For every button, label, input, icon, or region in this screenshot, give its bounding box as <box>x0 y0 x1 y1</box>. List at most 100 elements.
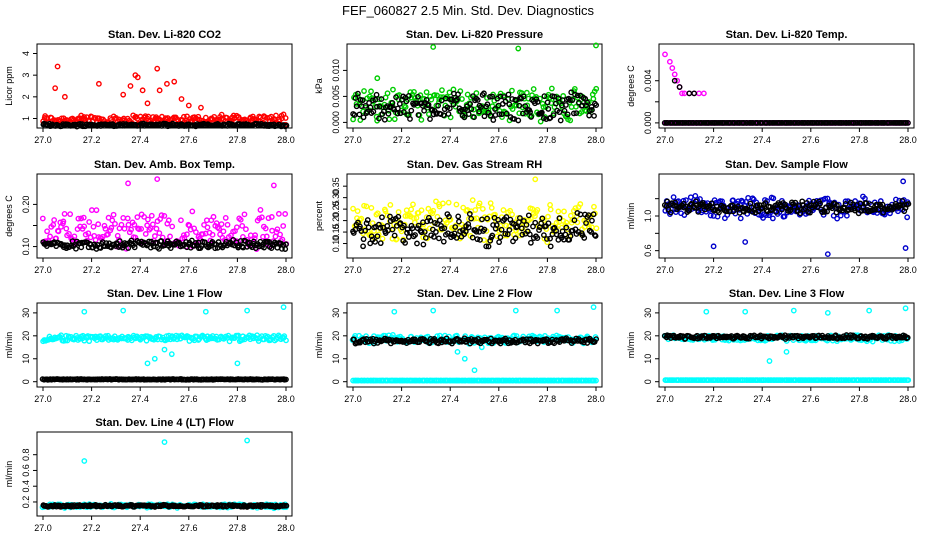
data-point <box>412 232 418 238</box>
data-point <box>843 119 850 126</box>
data-point <box>766 358 773 364</box>
series-2 <box>662 377 912 383</box>
data-point <box>716 209 722 216</box>
data-point <box>547 243 554 250</box>
data-point <box>415 222 422 229</box>
data-point <box>465 224 472 231</box>
y-tick-label: 0.10 <box>331 235 341 253</box>
data-point <box>540 104 547 110</box>
data-point <box>241 211 248 218</box>
data-point <box>112 220 118 227</box>
data-point <box>534 207 541 213</box>
x-tick-label: 27.8 <box>229 135 247 145</box>
data-point <box>403 207 410 214</box>
panel-3: Stan. Dev. Li-820 Temp. degrees C 27.0 27.2… <box>626 29 917 145</box>
data-point <box>430 207 437 214</box>
y-tick-label: 0.25 <box>331 200 341 218</box>
data-point <box>503 214 510 220</box>
data-point <box>473 228 480 235</box>
data-point <box>283 502 290 509</box>
x-tick-label: 27.0 <box>656 265 674 275</box>
data-point <box>675 377 682 383</box>
data-point <box>359 377 365 384</box>
series-1 <box>40 63 289 128</box>
data-point <box>350 205 356 212</box>
x-tick-label: 27.0 <box>656 394 674 404</box>
data-point <box>384 90 391 97</box>
data-point <box>707 212 714 219</box>
data-point <box>361 377 368 384</box>
data-point <box>426 111 432 118</box>
data-point <box>469 197 476 204</box>
data-point <box>283 337 289 344</box>
data-point <box>589 107 595 113</box>
x-tick-label: 27.4 <box>131 135 149 145</box>
data-point <box>570 110 577 117</box>
data-point <box>134 74 141 81</box>
data-point <box>282 115 289 121</box>
data-point <box>362 339 369 346</box>
data-point <box>516 110 523 117</box>
data-point <box>394 105 401 112</box>
data-point <box>471 215 477 222</box>
data-point <box>395 209 402 215</box>
data-point <box>590 304 597 311</box>
data-point <box>144 100 151 107</box>
data-point <box>118 221 125 228</box>
data-point <box>581 235 588 241</box>
data-point <box>762 200 769 206</box>
data-point <box>377 224 384 231</box>
data-point <box>662 207 669 214</box>
data-point <box>102 225 109 232</box>
x-tick-label: 27.8 <box>851 394 869 404</box>
x-tick-label: 27.4 <box>131 265 149 275</box>
x-tick-label: 27.4 <box>753 135 771 145</box>
series-2 <box>350 210 599 250</box>
data-point <box>418 116 425 123</box>
data-point <box>550 112 557 119</box>
data-point <box>741 119 747 126</box>
data-point <box>436 217 443 224</box>
data-point <box>770 195 777 202</box>
data-point <box>389 226 396 233</box>
data-point <box>167 233 173 240</box>
data-point <box>385 110 392 117</box>
data-point <box>377 240 384 247</box>
data-point <box>590 95 597 102</box>
y-tick-label: 10 <box>643 354 653 364</box>
data-point <box>169 223 176 230</box>
data-point <box>431 233 437 240</box>
data-point <box>437 111 444 117</box>
data-point <box>373 91 380 98</box>
x-tick-label: 27.2 <box>83 523 101 533</box>
x-tick-label: 27.2 <box>393 394 411 404</box>
data-point <box>492 211 498 218</box>
panel-title: Stan. Dev. Sample Flow <box>725 159 848 171</box>
data-point <box>529 205 536 212</box>
data-point <box>381 116 388 123</box>
data-point <box>531 377 538 384</box>
data-point <box>63 225 70 232</box>
data-point <box>507 377 514 384</box>
data-point <box>901 377 908 383</box>
data-point <box>268 214 275 220</box>
data-point <box>554 307 561 314</box>
data-point <box>138 225 145 232</box>
data-point <box>479 205 486 212</box>
data-point <box>807 209 813 216</box>
panel-8: Stan. Dev. Line 2 Flow ml/min 27.0 27.2 27.4… <box>314 288 605 404</box>
y-tick-label: 4 <box>21 51 31 56</box>
data-point <box>156 230 163 237</box>
x-tick-label: 27.2 <box>705 394 723 404</box>
data-point <box>503 222 509 229</box>
data-point <box>367 104 374 111</box>
data-point <box>374 103 380 110</box>
panel-5: Stan. Dev. Gas Stream RH percent 27.0 27.2 2… <box>314 159 605 275</box>
data-point <box>589 217 595 224</box>
data-point <box>593 336 600 343</box>
data-point <box>202 308 209 315</box>
data-point <box>52 85 59 92</box>
data-point <box>567 117 574 124</box>
x-tick-label: 27.4 <box>753 394 771 404</box>
